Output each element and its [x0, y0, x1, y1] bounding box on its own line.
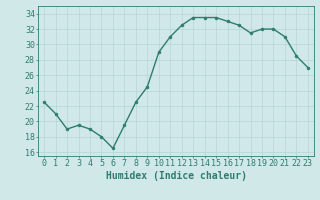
X-axis label: Humidex (Indice chaleur): Humidex (Indice chaleur) — [106, 171, 246, 181]
